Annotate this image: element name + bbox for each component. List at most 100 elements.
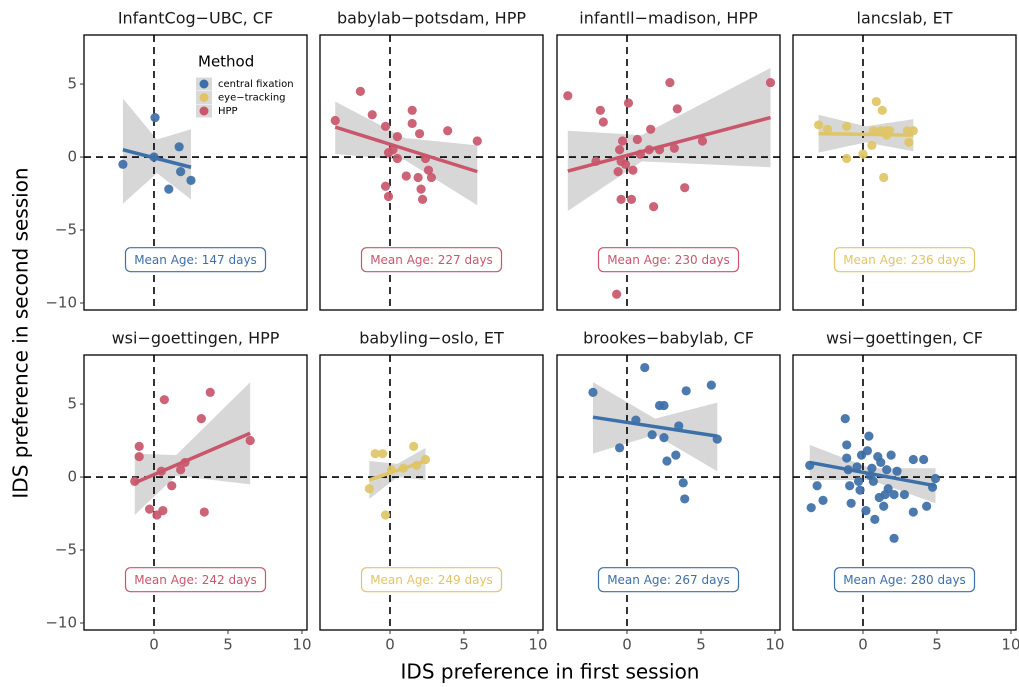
annotation-box bbox=[597, 247, 740, 273]
confidence-band bbox=[134, 382, 251, 515]
confidence-band bbox=[567, 67, 771, 212]
point bbox=[199, 507, 209, 517]
panel-border bbox=[792, 354, 1017, 631]
point bbox=[886, 450, 896, 460]
panel-border bbox=[319, 354, 544, 631]
annotation-box bbox=[597, 567, 740, 593]
point bbox=[613, 167, 623, 177]
point bbox=[842, 440, 852, 450]
point bbox=[876, 457, 886, 468]
point bbox=[899, 489, 910, 500]
point bbox=[862, 446, 873, 456]
point bbox=[370, 449, 380, 459]
point bbox=[176, 167, 186, 177]
point bbox=[407, 105, 417, 115]
fit-line bbox=[122, 148, 192, 169]
point bbox=[628, 165, 638, 175]
point bbox=[407, 118, 417, 129]
point bbox=[855, 485, 865, 495]
point bbox=[840, 414, 850, 424]
point bbox=[413, 172, 423, 183]
point bbox=[665, 77, 675, 88]
point bbox=[662, 456, 672, 466]
point bbox=[330, 115, 340, 126]
y-axis-title: IDS preference in second session bbox=[9, 167, 33, 498]
annotation: Mean Age: 236 days bbox=[843, 253, 966, 267]
point bbox=[845, 481, 855, 491]
point bbox=[409, 441, 419, 451]
point bbox=[842, 121, 852, 131]
point bbox=[706, 380, 716, 390]
panel-border bbox=[556, 354, 781, 631]
panel-border bbox=[319, 34, 544, 311]
x-tick-label: 10 bbox=[765, 636, 784, 654]
panel-border bbox=[83, 354, 308, 631]
point bbox=[813, 120, 824, 130]
point bbox=[870, 514, 880, 524]
point bbox=[401, 171, 411, 181]
point bbox=[812, 481, 822, 491]
y-tick-label: −10 bbox=[45, 293, 77, 311]
point bbox=[164, 184, 174, 194]
y-tick-label: −5 bbox=[55, 541, 77, 559]
x-tick-label: 0 bbox=[622, 636, 632, 654]
point bbox=[842, 153, 852, 164]
point bbox=[882, 465, 892, 475]
annotation-box bbox=[833, 567, 976, 593]
point bbox=[864, 431, 874, 441]
point bbox=[383, 148, 394, 158]
fit-line bbox=[809, 460, 936, 488]
point bbox=[380, 510, 391, 520]
point bbox=[588, 387, 598, 397]
fit-line bbox=[334, 125, 478, 174]
point bbox=[883, 484, 893, 494]
point bbox=[620, 159, 631, 169]
point bbox=[879, 501, 889, 511]
point bbox=[908, 126, 918, 136]
annotation: Mean Age: 147 days bbox=[134, 253, 257, 267]
annotation: Mean Age: 230 days bbox=[607, 253, 730, 267]
panel-border bbox=[83, 34, 308, 311]
point bbox=[417, 194, 428, 204]
x-tick-label: 5 bbox=[459, 636, 469, 654]
strip-title: babylab−potsdam, HPP bbox=[337, 9, 526, 28]
fit-line bbox=[134, 431, 251, 485]
point bbox=[871, 96, 881, 107]
y-tick-label: 0 bbox=[67, 468, 77, 486]
point bbox=[174, 142, 184, 152]
point bbox=[186, 175, 196, 185]
point bbox=[877, 105, 887, 115]
confidence-band bbox=[369, 447, 426, 499]
point bbox=[176, 465, 186, 475]
point bbox=[623, 98, 634, 108]
point bbox=[416, 184, 426, 194]
legend-key bbox=[199, 106, 209, 116]
point bbox=[649, 202, 659, 212]
x-tick-label: 10 bbox=[1001, 636, 1019, 654]
legend-key bbox=[199, 79, 209, 89]
point bbox=[423, 165, 434, 175]
point bbox=[383, 191, 394, 202]
point bbox=[765, 77, 776, 88]
point bbox=[355, 86, 365, 96]
point bbox=[647, 430, 657, 440]
x-tick-label: 0 bbox=[385, 636, 395, 654]
point bbox=[626, 194, 637, 204]
point bbox=[563, 91, 573, 101]
fit-line bbox=[368, 459, 427, 482]
annotation-box bbox=[360, 567, 503, 593]
x-tick-label: 0 bbox=[858, 636, 868, 654]
point bbox=[678, 478, 688, 488]
point bbox=[922, 501, 932, 511]
point bbox=[598, 117, 608, 127]
point bbox=[640, 362, 650, 373]
point bbox=[167, 481, 177, 491]
annotation-box bbox=[124, 567, 267, 593]
x-tick-label: 5 bbox=[932, 636, 942, 654]
point bbox=[414, 129, 425, 139]
point bbox=[659, 400, 669, 411]
panel-border bbox=[792, 34, 1017, 311]
x-tick-label: 5 bbox=[696, 636, 706, 654]
legend-title: Method bbox=[198, 53, 254, 71]
point bbox=[908, 454, 918, 465]
